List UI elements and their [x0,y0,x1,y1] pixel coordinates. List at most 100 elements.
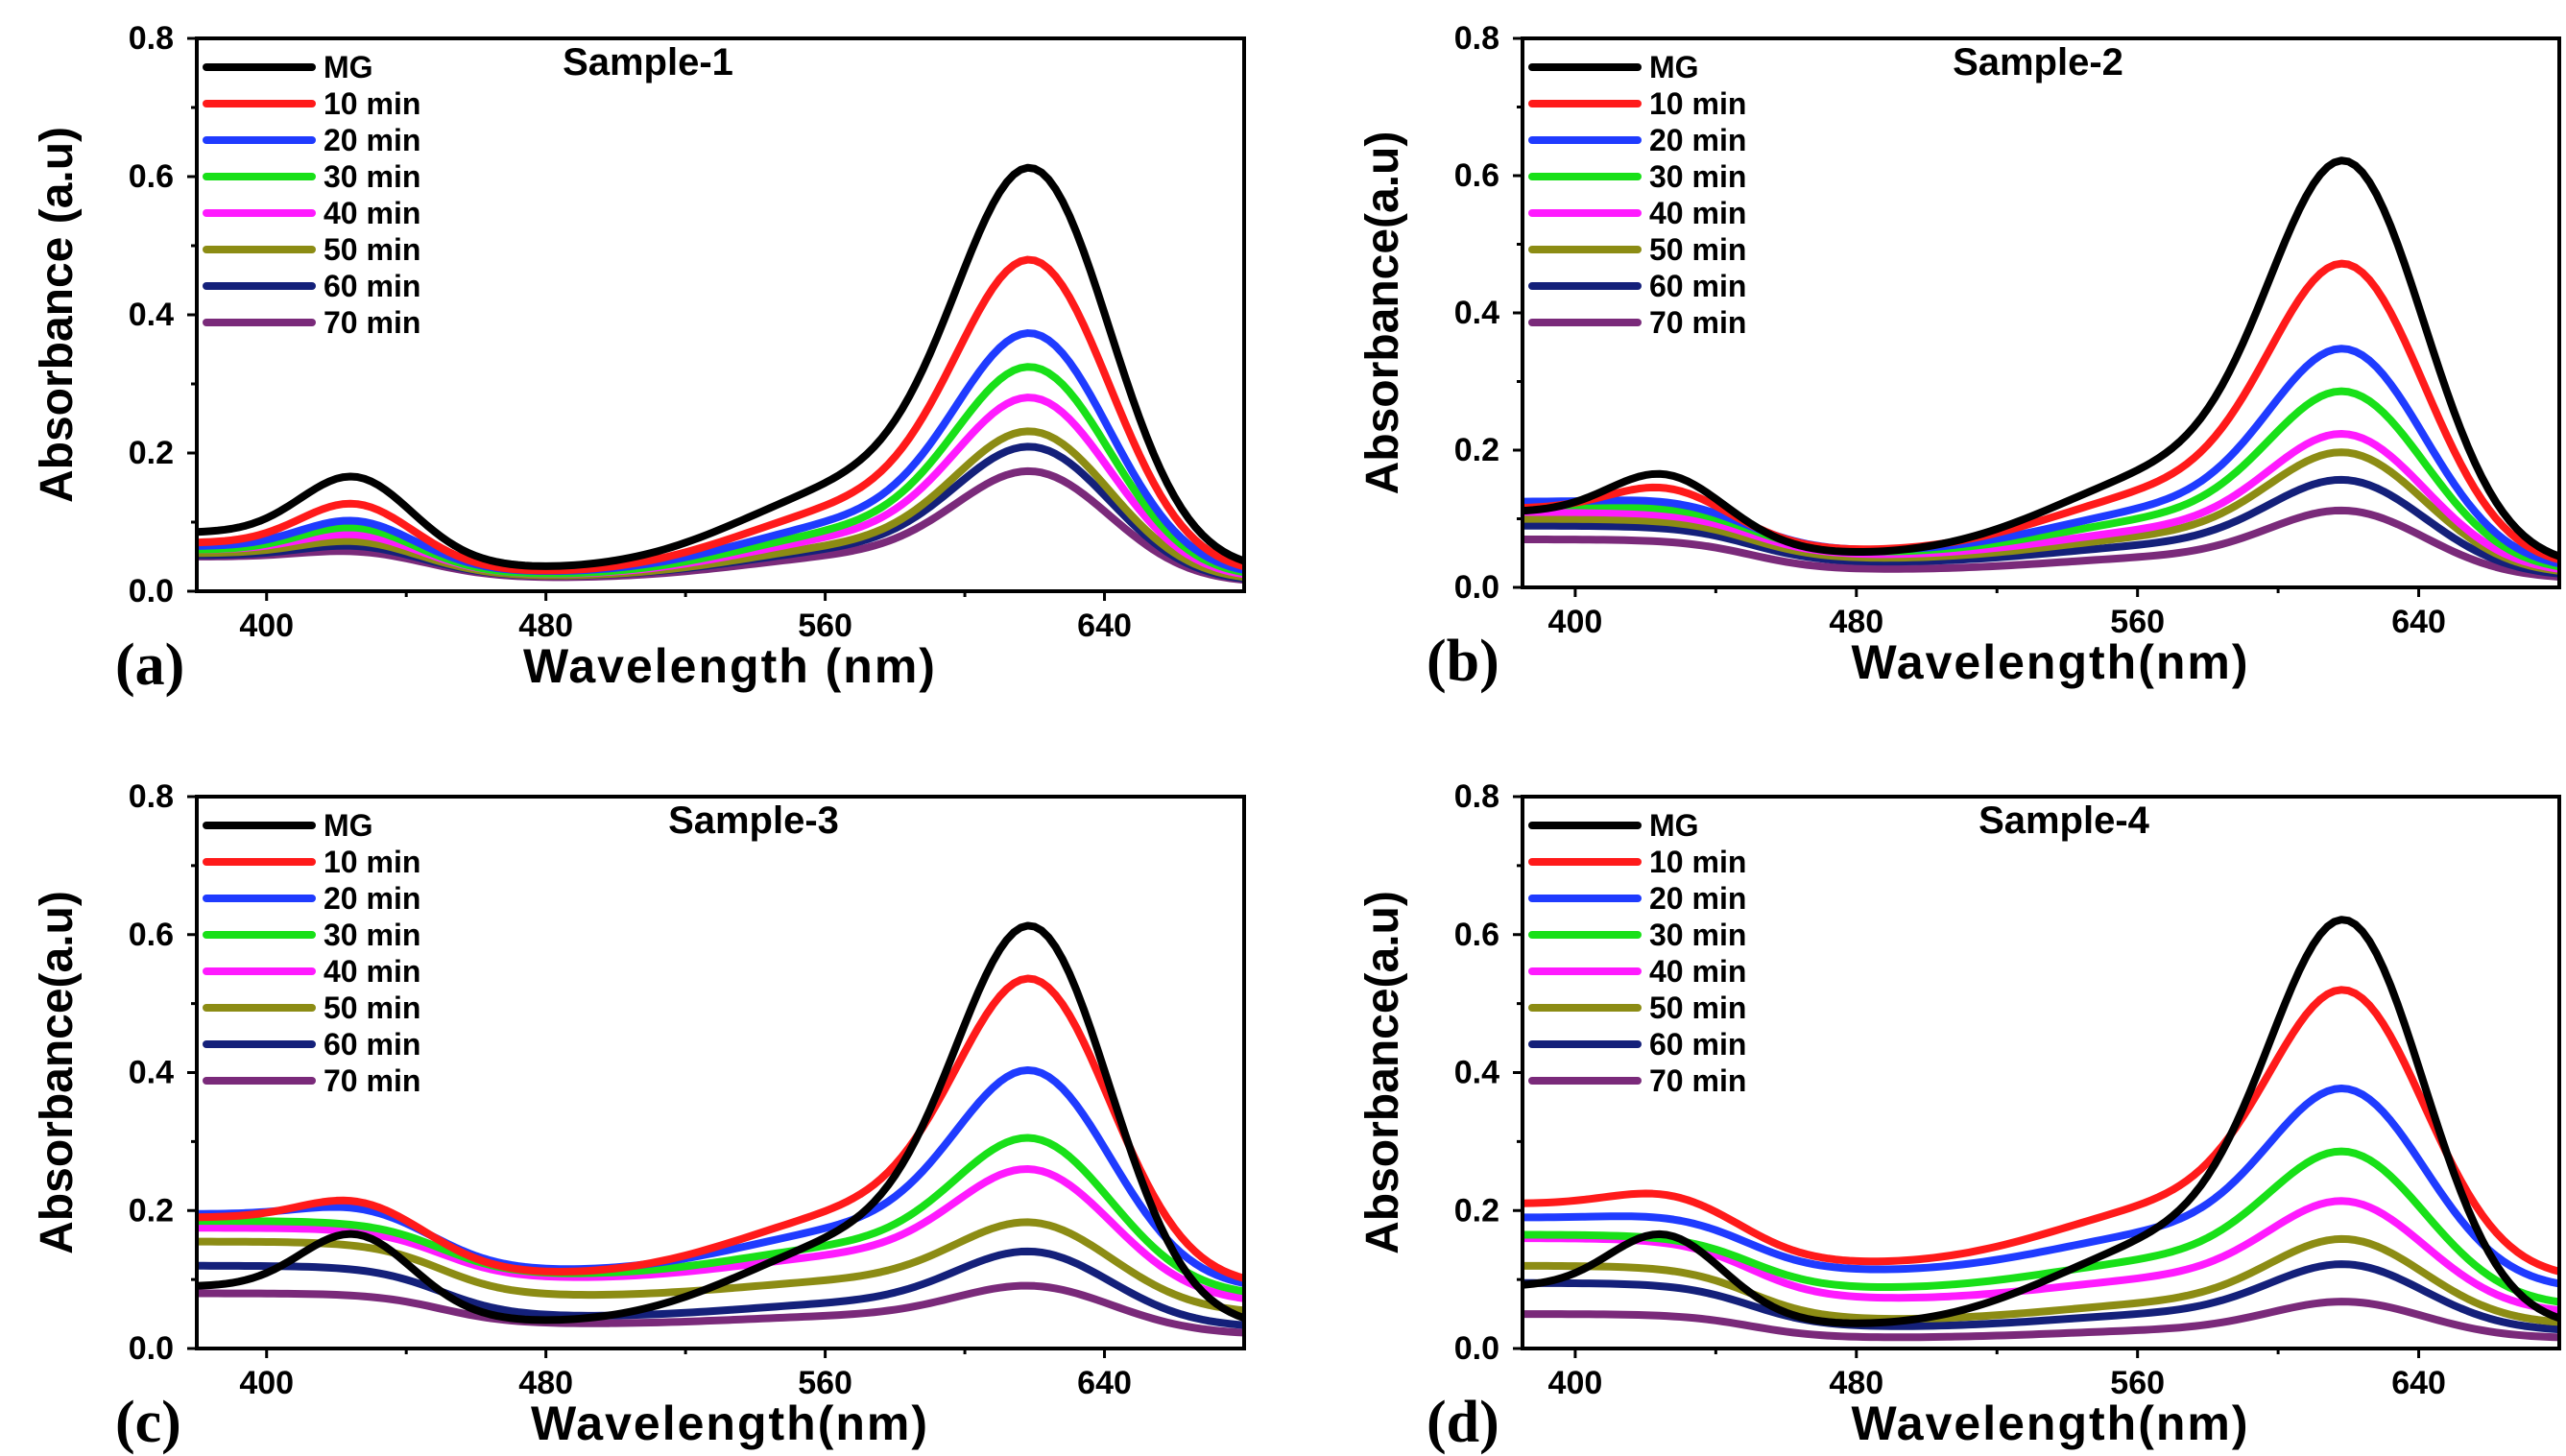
x-tick-label: 480 [1829,1365,1883,1401]
y-tick-label: 0.0 [129,573,174,609]
x-tick-label: 560 [2110,1365,2165,1401]
panel-title: Sample-4 [1978,800,2150,842]
legend-label: MG [324,50,373,84]
legend-label: MG [324,808,373,843]
chart-panel-1: 0.0 0.2 0.4 0.6 0.8 400 480 560 640 Wavelength (n… [32,20,1246,698]
series-layer [199,163,1242,585]
panel-title: Sample-3 [668,800,839,842]
x-axis-title: Wavelength(nm) [1851,1396,2249,1450]
y-axis-title: Absorbance(a.u) [1357,131,1408,495]
x-tick-label: 480 [518,1365,573,1401]
series-line-40-min [1524,430,2557,573]
y-tick-label: 0.6 [129,158,174,195]
x-tick-label: 400 [1548,1365,1603,1401]
legend-label: 70 min [324,1063,420,1098]
x-tick-label: 400 [239,608,294,644]
series-layer [199,921,1242,1337]
series-line-50-min [199,427,1242,581]
y-tick-label: 0.6 [1454,157,1499,194]
series-line-10-min [1524,259,2557,563]
legend-label: 20 min [324,123,420,157]
legend-label: 70 min [324,305,420,340]
series-line-70-min [199,1281,1242,1337]
series-line-30-min [199,1134,1242,1296]
legend-label: 60 min [1649,1027,1746,1062]
x-tick-label: 560 [798,1365,852,1401]
legend-label: 20 min [1649,881,1746,916]
x-axis-title: Wavelength (nm) [523,639,937,693]
legend-label: 70 min [1649,305,1746,340]
y-tick-label: 0.4 [1454,1055,1499,1091]
series-line-50-min [1524,1234,2557,1326]
legend-label: 10 min [1649,86,1746,121]
legend-label: 30 min [1649,159,1746,194]
legend-label: 40 min [324,954,420,989]
legend-label: 30 min [324,159,420,194]
y-tick-label: 0.0 [1454,1330,1499,1367]
x-tick-label: 640 [2391,1365,2446,1401]
panel-title: Sample-2 [1953,41,2123,84]
y-tick-label: 0.2 [1454,1192,1499,1229]
x-tick-label: 640 [1077,608,1132,644]
legend-label: 50 min [324,232,420,267]
series-line-40-min [199,1165,1242,1302]
series-layer [1524,916,2557,1342]
y-axis-title: Absorbance(a.u) [32,891,83,1254]
panel-label: (c) [115,1390,181,1455]
y-axis-title: Absorbance (a.u) [32,127,83,503]
chart-panel-4: 0.0 0.2 0.4 0.6 0.8 400 480 560 640 Wavelength(nm… [1357,778,2561,1455]
x-tick-label: 640 [1077,1365,1132,1401]
y-tick-label: 0.6 [129,917,174,953]
x-tick-label: 480 [1829,604,1883,640]
legend-label: 10 min [1649,845,1746,879]
series-line-20-min [1524,1085,2557,1288]
chart-panel-3: 0.0 0.2 0.4 0.6 0.8 400 480 560 640 Wavelength(nm… [32,778,1246,1455]
series-line-70-min [1524,506,2557,581]
legend-label: 60 min [1649,269,1746,303]
series-line-20-min [199,329,1242,576]
series-line-mg [1524,156,2557,561]
y-axis-title: Absorbance(a.u) [1357,891,1408,1254]
legend-label: 50 min [324,991,420,1025]
y-tick-label: 0.8 [129,20,174,57]
y-tick-label: 0.2 [1454,432,1499,468]
series-line-60-min [1524,475,2557,578]
legend-label: 50 min [1649,991,1746,1025]
x-tick-label: 400 [239,1365,294,1401]
legend-label: 60 min [324,1027,420,1062]
x-tick-label: 640 [2391,604,2446,640]
y-tick-label: 0.8 [1454,20,1499,57]
y-tick-label: 0.4 [129,297,174,333]
series-line-20-min [199,1065,1242,1287]
series-line-mg [199,163,1242,570]
series-line-10-min [1524,986,2557,1276]
series-line-30-min [1524,387,2557,570]
panels-layer: 0.0 0.2 0.4 0.6 0.8 400 480 560 640 Wavelength (n… [32,20,2561,1455]
legend-label: MG [1649,808,1699,843]
x-axis-title: Wavelength(nm) [531,1396,929,1450]
y-tick-label: 0.4 [1454,295,1499,331]
series-line-60-min [1524,1260,2557,1333]
y-tick-label: 0.2 [129,435,174,471]
legend-label: 70 min [1649,1063,1746,1098]
y-tick-label: 0.8 [1454,778,1499,815]
series-line-20-min [1524,345,2557,567]
legend-label: 50 min [1649,232,1746,267]
legend-label: 30 min [1649,918,1746,952]
x-tick-label: 560 [2110,604,2165,640]
legend-label: 40 min [1649,196,1746,230]
series-line-mg [199,921,1242,1325]
x-tick-label: 560 [798,608,852,644]
y-tick-label: 0.4 [129,1055,174,1091]
x-axis-title: Wavelength(nm) [1851,635,2249,689]
x-tick-label: 480 [518,608,573,644]
legend-label: 40 min [324,196,420,230]
panel-title: Sample-1 [563,41,733,84]
y-tick-label: 0.6 [1454,917,1499,953]
legend-label: MG [1649,50,1699,84]
legend-label: 10 min [324,86,420,121]
